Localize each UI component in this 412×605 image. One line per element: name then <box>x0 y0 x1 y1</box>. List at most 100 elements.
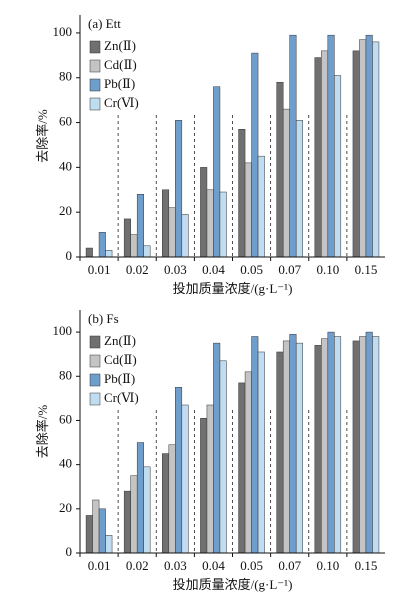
x-tick-label: 0.10 <box>316 558 339 573</box>
y-tick-label: 60 <box>59 114 72 129</box>
x-tick-label: 0.02 <box>126 558 149 573</box>
bar <box>359 336 367 554</box>
x-axis-label: 投加质量浓度/(g·L⁻¹) <box>173 281 293 296</box>
y-tick-label: 20 <box>59 500 72 515</box>
bar <box>98 508 106 554</box>
bar <box>352 340 360 554</box>
bar <box>143 245 151 258</box>
bar <box>244 371 252 554</box>
chart-title: (a) Ett <box>88 16 121 31</box>
legend-label: Zn(Ⅱ) <box>104 38 136 53</box>
x-tick-label: 0.10 <box>316 262 339 277</box>
bar <box>238 129 246 258</box>
bar <box>206 189 214 258</box>
y-axis-label: 去除率/% <box>35 405 50 459</box>
bar <box>168 207 176 258</box>
bar <box>219 191 227 258</box>
x-tick-label: 0.07 <box>278 262 301 277</box>
bar <box>162 189 170 258</box>
bar <box>327 34 335 258</box>
x-tick-label: 0.04 <box>202 262 225 277</box>
bar <box>143 466 151 554</box>
bar <box>105 250 113 258</box>
chart-title: (b) Fs <box>88 311 119 326</box>
x-tick-label: 0.03 <box>164 262 187 277</box>
bar <box>251 52 259 258</box>
bar <box>289 34 297 258</box>
bar <box>219 360 227 554</box>
bar <box>365 34 373 258</box>
bar <box>244 162 252 258</box>
x-tick-label: 0.01 <box>88 558 111 573</box>
x-axis-label: 投加质量浓度/(g·L⁻¹) <box>173 577 293 592</box>
x-tick-label: 0.15 <box>355 262 378 277</box>
bar <box>334 336 342 554</box>
bar <box>175 387 183 554</box>
legend-label: Cr(Ⅵ) <box>104 390 139 405</box>
bar <box>276 81 284 258</box>
bar <box>130 234 138 258</box>
bar <box>327 331 335 554</box>
legend-label: Pb(Ⅱ) <box>104 371 135 386</box>
bar <box>289 334 297 554</box>
bar <box>321 338 329 554</box>
bar <box>257 155 265 258</box>
legend-swatch <box>89 373 101 387</box>
bar <box>359 39 367 258</box>
x-tick-label: 0.15 <box>355 558 378 573</box>
legend-swatch <box>89 40 101 54</box>
bar <box>200 167 208 258</box>
bar <box>181 214 189 258</box>
y-tick-label: 80 <box>59 69 72 84</box>
x-tick-label: 0.07 <box>278 558 301 573</box>
bar <box>314 345 322 554</box>
legend-swatch <box>89 354 101 368</box>
bar <box>282 340 290 554</box>
bar <box>92 499 100 554</box>
bar <box>276 351 284 554</box>
bar <box>105 535 113 554</box>
bar <box>365 331 373 554</box>
bar <box>213 86 221 258</box>
legend-label: Cr(Ⅵ) <box>104 95 139 110</box>
bar <box>251 336 259 554</box>
y-tick-label: 40 <box>59 158 72 173</box>
bar <box>295 342 303 554</box>
bar <box>98 232 106 258</box>
bar <box>314 57 322 258</box>
legend-swatch <box>89 78 101 92</box>
bar <box>168 444 176 554</box>
legend-label: Pb(Ⅱ) <box>104 76 135 91</box>
bar <box>85 247 93 258</box>
bar <box>352 50 360 258</box>
x-tick-label: 0.03 <box>164 558 187 573</box>
bar <box>295 120 303 258</box>
y-tick-label: 0 <box>66 544 73 559</box>
legend-label: Cd(Ⅱ) <box>104 352 137 367</box>
y-tick-label: 20 <box>59 203 72 218</box>
bar <box>213 342 221 554</box>
bar <box>130 475 138 554</box>
bar <box>321 50 329 258</box>
y-tick-label: 80 <box>59 367 72 382</box>
bar <box>123 218 131 258</box>
x-tick-label: 0.02 <box>126 262 149 277</box>
legend-swatch <box>89 97 101 111</box>
x-tick-label: 0.05 <box>240 558 263 573</box>
bar <box>136 442 144 554</box>
x-tick-label: 0.01 <box>88 262 111 277</box>
bar <box>372 336 380 554</box>
bar <box>200 417 208 554</box>
bar <box>372 41 380 258</box>
y-tick-label: 60 <box>59 411 72 426</box>
bar <box>162 453 170 554</box>
y-tick-label: 100 <box>53 323 73 338</box>
bar <box>85 515 93 554</box>
y-tick-label: 0 <box>66 248 73 263</box>
y-tick-label: 100 <box>53 24 73 39</box>
legend-label: Zn(Ⅱ) <box>104 333 136 348</box>
legend-swatch <box>89 335 101 349</box>
bar <box>206 404 214 554</box>
legend-swatch <box>89 59 101 73</box>
